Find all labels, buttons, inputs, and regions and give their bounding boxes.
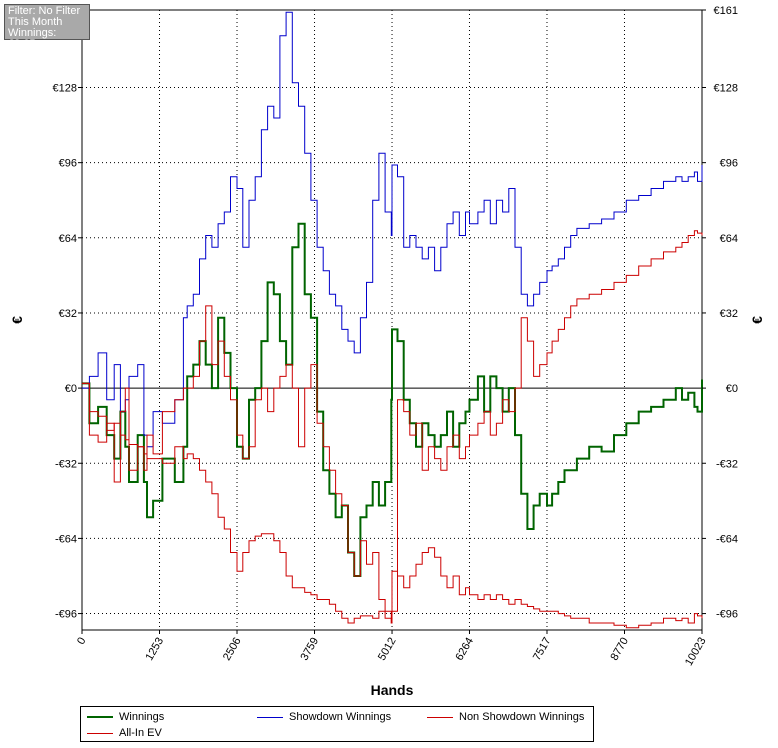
y-tick-label-left: €128 [53,83,77,95]
series-line-all-in-ev [82,382,703,629]
legend-label-showdown: Showdown Winnings [289,711,392,723]
x-tick-label: 6264 [453,636,476,663]
y-axis-ticks-left: -€96-€64-€32€0€32€64€96€128€161 [53,5,82,621]
x-tick-label: 1253 [143,636,166,663]
x-tick-label: 0 [75,636,88,647]
legend-item-showdown: Showdown Winnings [257,710,391,724]
legend-swatch-non-showdown [427,716,453,718]
legend-item-allin-ev: All-In EV [87,726,162,740]
x-axis-ticks: 0 1253 2506 3759 5012 6264 7517 8770 10023 [75,630,709,668]
y-axis-ticks-right: -€96 -€64 -€32 €0 €32 €64 €96 €128 €161 [702,5,738,621]
y-tick-label-right: €161 [714,5,738,17]
series-line-winnings [82,222,703,577]
filter-label: Filter: No Filter [8,5,81,17]
y-tick-label-left: €32 [59,308,77,320]
series-line-non-showdown-winnings [82,230,703,624]
y-tick-label-right: -€32 [716,458,738,470]
legend-item-winnings: Winnings [87,710,164,724]
legend-swatch-winnings [87,716,113,718]
y-tick-label-right: -€96 [716,609,738,621]
gridlines [82,9,702,630]
x-tick-label: 10023 [683,636,709,668]
x-tick-label: 3759 [298,636,321,663]
y-tick-label-right: €32 [720,308,738,320]
legend-label-non-showdown: Non Showdown Winnings [459,711,585,723]
winnings-label: Winnings: €3.65 [8,27,57,50]
y-axis-title-left: € [9,316,25,324]
y-tick-label-left: -€64 [55,533,77,545]
x-tick-label: 8770 [608,636,631,663]
y-axis-title-right: € [749,316,765,324]
legend-label-winnings: Winnings [119,711,165,723]
y-tick-label-right: €96 [720,158,738,170]
x-tick-label: 2506 [221,636,244,663]
series-line-showdown-winnings [82,11,703,448]
x-axis-title: Hands [371,682,414,698]
y-tick-label-right: -€64 [716,533,738,545]
y-tick-label-left: €0 [65,383,77,395]
y-tick-label-left: €64 [59,233,77,245]
y-tick-label-left: €96 [59,158,77,170]
y-tick-label-right: €128 [714,83,738,95]
y-tick-label-left: -€32 [55,458,77,470]
x-tick-label: 7517 [531,636,554,663]
period-label: This Month [8,16,63,28]
y-tick-label-right: €0 [726,383,738,395]
legend-swatch-showdown [257,716,283,718]
y-tick-label-right: €64 [720,233,738,245]
series-layer [82,11,703,629]
legend-item-non-showdown: Non Showdown Winnings [427,710,584,724]
filter-info-box: Filter: No Filter This Month Winnings: €… [4,4,90,50]
legend-swatch-allin-ev [87,732,113,734]
chart-legend: Winnings Showdown Winnings Non Showdown … [80,706,594,742]
legend-label-allin-ev: All-In EV [119,727,162,739]
x-tick-label: 5012 [376,636,399,663]
y-tick-label-left: -€96 [55,609,77,621]
